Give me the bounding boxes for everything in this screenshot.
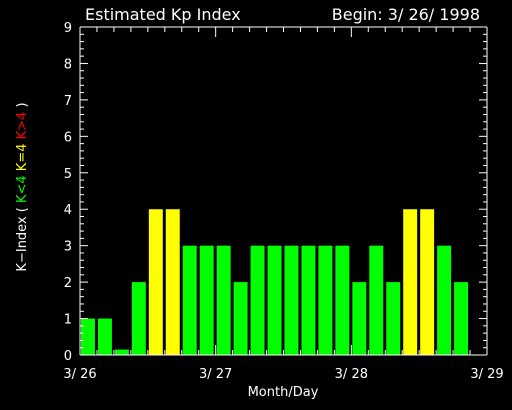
bar-21: [437, 245, 452, 355]
bar-14: [318, 245, 333, 355]
bar-5: [165, 209, 180, 355]
bar-3: [131, 282, 146, 355]
bar-10: [250, 245, 265, 355]
bar-13: [301, 245, 316, 355]
bars-group: [81, 209, 469, 355]
bar-9: [233, 282, 248, 355]
y-tick-label-4: 4: [64, 203, 72, 218]
y-tick-label-3: 3: [64, 240, 72, 255]
y-tick-label-7: 7: [64, 94, 72, 109]
y-tick-label-8: 8: [64, 57, 72, 72]
y-axis-label: K−Index ( K<4 K=4 K>4 ): [15, 102, 30, 271]
bar-20: [420, 209, 435, 355]
bar-22: [454, 282, 469, 355]
y-label-part-4: ): [15, 102, 30, 111]
bar-15: [335, 245, 350, 355]
bar-2: [114, 349, 129, 355]
bar-19: [403, 209, 418, 355]
bar-4: [148, 209, 163, 355]
x-ticks-group: 3/ 26 3/ 27 3/ 28 3/ 29: [63, 27, 504, 382]
y-tick-label-9: 9: [64, 21, 72, 36]
x-tick-label-0: 3/ 26: [63, 367, 96, 382]
y-tick-label-2: 2: [64, 276, 72, 291]
y-label-part-3: K>4: [15, 112, 30, 140]
bar-12: [284, 245, 299, 355]
x-tick-label-1: 3/ 27: [199, 367, 232, 382]
y-tick-label-1: 1: [64, 313, 72, 328]
bar-0: [81, 318, 95, 355]
bar-1: [97, 318, 112, 355]
bar-11: [267, 245, 282, 355]
y-label-part-0: K−Index (: [15, 203, 30, 272]
bar-16: [352, 282, 367, 355]
bar-17: [369, 245, 384, 355]
y-tick-label-0: 0: [64, 349, 72, 364]
begin-date-label: Begin: 3/ 26/ 1998: [332, 5, 480, 24]
bar-8: [216, 245, 231, 355]
chart-title: Estimated Kp Index: [85, 5, 241, 24]
y-tick-label-6: 6: [64, 130, 72, 145]
bar-7: [199, 245, 214, 355]
y-label-part-1: K<4: [15, 171, 30, 203]
x-axis-label: Month/Day: [248, 385, 319, 400]
y-tick-label-5: 5: [64, 167, 72, 182]
bar-18: [386, 282, 401, 355]
y-ticks-group: 0 1 2 3 4 5 6 7 8 9: [64, 21, 487, 364]
y-label-part-2: K=4: [15, 139, 30, 171]
x-tick-label-2: 3/ 28: [335, 367, 368, 382]
bar-6: [182, 245, 197, 355]
x-tick-label-3: 3/ 29: [470, 367, 503, 382]
